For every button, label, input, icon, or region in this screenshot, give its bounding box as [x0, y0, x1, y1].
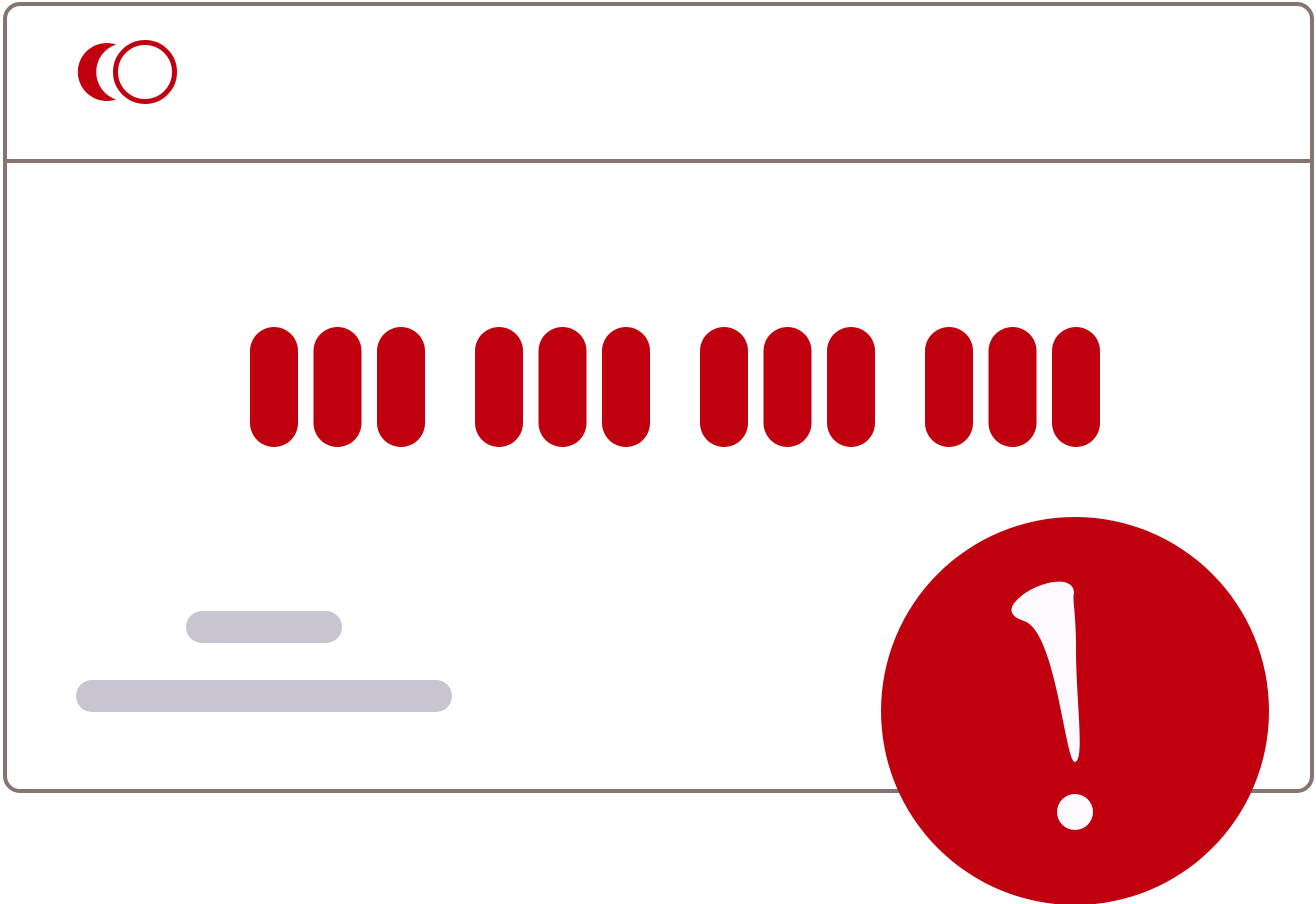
alert-badge	[881, 517, 1269, 904]
masked-digit-pill	[827, 327, 875, 447]
logo-ring	[113, 40, 177, 104]
masked-digit-pill	[377, 327, 425, 447]
masked-digit-pill	[313, 327, 362, 447]
masked-digit-pill	[1052, 327, 1100, 447]
masked-digit-pill	[602, 327, 650, 447]
masked-card-number	[250, 327, 1100, 447]
logo-crescent	[77, 42, 116, 101]
exclamation-icon	[1011, 581, 1093, 830]
masked-digit-pill	[988, 327, 1037, 447]
masked-digit-pill	[538, 327, 587, 447]
masked-digit-pill	[250, 327, 298, 447]
card-placeholder-lines	[76, 611, 452, 712]
masked-digit-pill	[763, 327, 812, 447]
masked-digit-pill	[700, 327, 748, 447]
exclamation-stroke	[1011, 581, 1080, 762]
exclamation-dot	[1057, 794, 1093, 830]
card-brand-logo	[77, 40, 177, 104]
masked-digit-pill	[925, 327, 973, 447]
masked-digit-pill	[475, 327, 523, 447]
